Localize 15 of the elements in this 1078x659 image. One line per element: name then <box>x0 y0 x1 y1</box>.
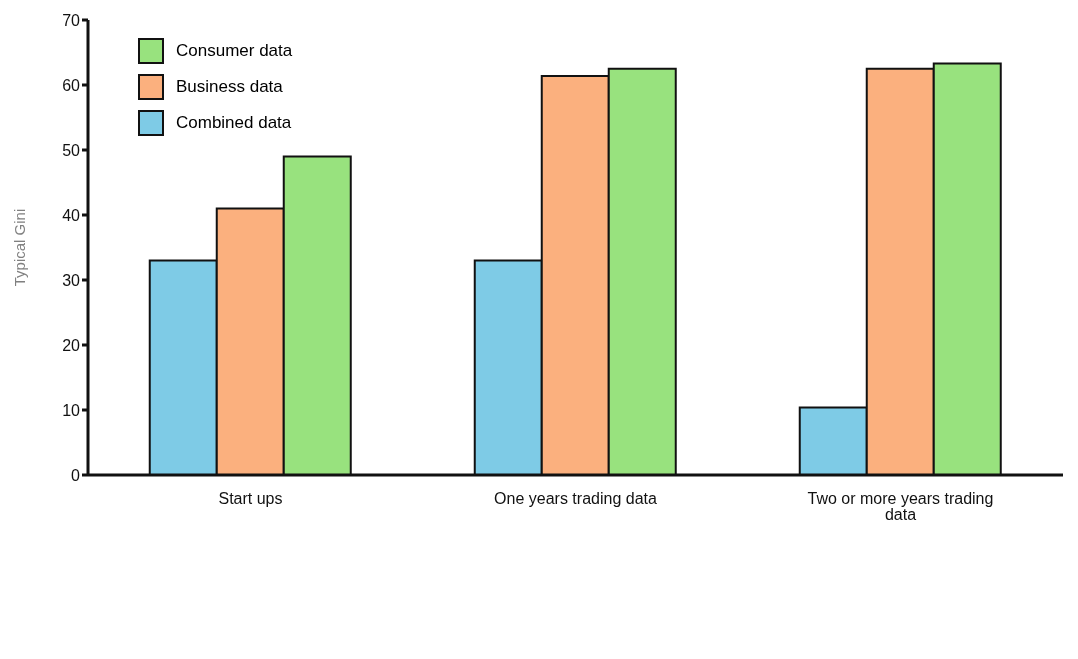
legend-label: Consumer data <box>176 41 293 61</box>
y-axis-title: Typical Gini <box>11 208 29 287</box>
y-tick-label: 70 <box>62 11 81 29</box>
x-tick-label: Two or more years trading data <box>807 490 994 524</box>
y-tick-label: 10 <box>62 401 81 419</box>
y-tick-label: 60 <box>62 76 81 94</box>
legend-label: Combined data <box>176 113 292 133</box>
y-tick-label: 20 <box>62 336 81 354</box>
x-tick-label: One years trading data <box>494 490 657 508</box>
y-tick-label: 30 <box>62 271 81 289</box>
legend-label: Business data <box>176 77 283 97</box>
y-tick-label: 40 <box>62 206 81 224</box>
x-tick-label: Start ups <box>218 490 283 508</box>
y-tick-label: 50 <box>62 141 81 159</box>
y-tick-label: 0 <box>71 466 81 484</box>
